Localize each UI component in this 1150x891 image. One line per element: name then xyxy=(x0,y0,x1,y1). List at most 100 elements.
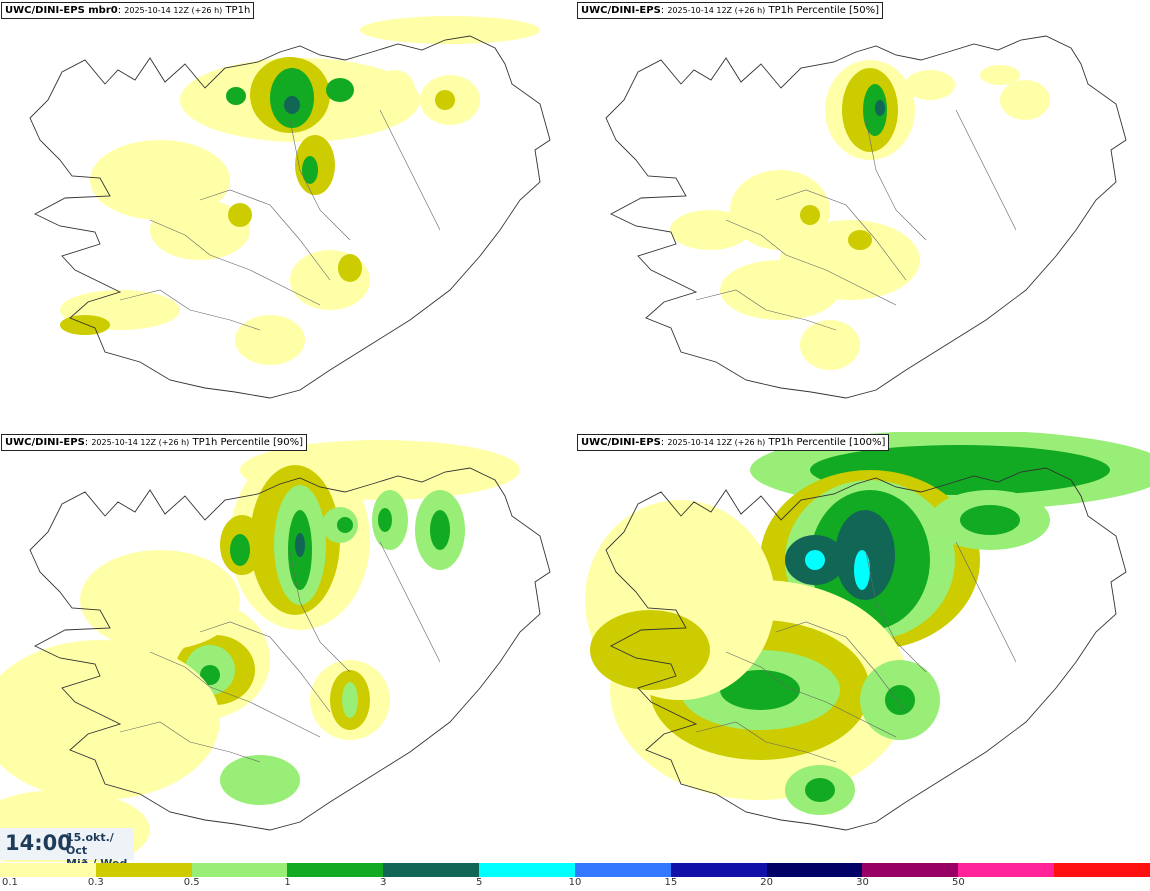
precip-area xyxy=(326,78,354,102)
precip-map xyxy=(0,440,551,862)
precip-area xyxy=(905,70,955,100)
colorbar-tick-label: 0.1 xyxy=(2,877,18,888)
valid-time: 14:00 xyxy=(5,831,72,855)
precip-area xyxy=(295,533,305,557)
road-line xyxy=(149,651,321,738)
panel-percentile-50: UWC/DINI-EPS: 2025-10-14 12Z (+26 h) TP1… xyxy=(576,0,1150,430)
road-line xyxy=(865,119,927,241)
precip-area xyxy=(200,665,220,685)
road-line xyxy=(725,651,897,738)
road-line xyxy=(379,541,441,663)
valid-time-box: 14:00 15.okt./ Oct Mið./ Wed xyxy=(0,828,134,870)
road-line xyxy=(955,541,1017,663)
coastline xyxy=(29,35,551,399)
road-line xyxy=(119,289,261,331)
precip-area xyxy=(150,200,250,260)
precip-area xyxy=(302,156,318,184)
precip-area xyxy=(720,260,840,320)
colorbar-swatch xyxy=(862,863,959,877)
product-name: TP1h Percentile [90%] xyxy=(192,437,304,448)
precip-area xyxy=(0,640,220,800)
precip-map xyxy=(585,432,1150,831)
precip-area xyxy=(670,210,750,250)
road-line xyxy=(695,289,837,331)
colorbar-tick-label: 30 xyxy=(856,877,869,888)
precip-area xyxy=(338,254,362,282)
colorbar-tick-label: 10 xyxy=(568,877,582,888)
road-line xyxy=(695,721,837,763)
panel-title: UWC/DINI-EPS: 2025-10-14 12Z (+26 h) TP1… xyxy=(577,434,890,451)
colorbar-tick-label: 0.5 xyxy=(183,877,200,888)
run-time: 2025-10-14 12Z (+26 h) xyxy=(667,6,766,15)
precip-area xyxy=(230,534,250,566)
precip-area xyxy=(863,84,887,136)
model-name: UWC/DINI-EPS xyxy=(581,5,661,16)
precip-area xyxy=(805,550,825,570)
road-line xyxy=(199,189,331,281)
precip-area xyxy=(885,685,915,715)
panel-percentile-90: UWC/DINI-EPS: 2025-10-14 12Z (+26 h) TP1… xyxy=(0,432,574,862)
colorbar-swatch xyxy=(958,863,1055,877)
road-line xyxy=(379,109,441,231)
run-time: 2025-10-14 12Z (+26 h) xyxy=(124,6,223,15)
colorbar-tick-label: 3 xyxy=(380,877,387,888)
coastline xyxy=(29,467,551,831)
precip-area xyxy=(800,205,820,225)
precip-colorbar xyxy=(0,863,1150,877)
colorbar-tick-label: 15 xyxy=(664,877,678,888)
road-line xyxy=(119,721,261,763)
model-name: UWC/DINI-EPS mbr0 xyxy=(5,5,118,16)
panel-percentile-100: UWC/DINI-EPS: 2025-10-14 12Z (+26 h) TP1… xyxy=(576,432,1150,862)
precip-area xyxy=(980,65,1020,85)
precip-area xyxy=(80,550,240,650)
road-line xyxy=(199,621,331,713)
run-time: 2025-10-14 12Z (+26 h) xyxy=(91,438,190,447)
colorbar-swatch xyxy=(287,863,384,877)
precip-map xyxy=(29,16,551,399)
product-name: TP1h Percentile [100%] xyxy=(768,437,886,448)
road-line xyxy=(725,219,897,306)
precip-area xyxy=(228,203,252,227)
precip-area xyxy=(590,610,710,690)
colorbar-swatch xyxy=(766,863,863,877)
road-line xyxy=(775,621,907,713)
precip-area xyxy=(220,755,300,805)
precip-area xyxy=(360,16,540,44)
precip-area xyxy=(430,510,450,550)
colorbar-swatch xyxy=(479,863,575,877)
precip-map xyxy=(605,35,1127,399)
panel-title: UWC/DINI-EPS: 2025-10-14 12Z (+26 h) TP1… xyxy=(577,2,884,19)
colorbar-ticks: 0.1 0.3 0.5 1 3 5 10 15 20 30 50 xyxy=(0,877,1150,891)
colorbar-swatch xyxy=(1054,863,1150,877)
precip-area xyxy=(378,508,392,532)
precip-area xyxy=(226,87,246,105)
precip-area xyxy=(800,320,860,370)
precip-area xyxy=(235,315,305,365)
precip-area xyxy=(60,315,110,335)
product-name: TP1h Percentile [50%] xyxy=(768,5,880,16)
precip-area xyxy=(875,100,885,116)
colorbar-swatch xyxy=(670,863,767,877)
precip-area xyxy=(342,682,358,718)
panel-title: UWC/DINI-EPS mbr0: 2025-10-14 12Z (+26 h… xyxy=(1,2,255,19)
coastline xyxy=(605,467,1127,831)
coastline xyxy=(605,35,1127,399)
precip-area xyxy=(375,70,415,110)
valid-date-line1: 15.okt./ Oct xyxy=(66,831,114,857)
colorbar-tick-label: 50 xyxy=(951,877,965,888)
run-time: 2025-10-14 12Z (+26 h) xyxy=(667,438,766,447)
road-line xyxy=(149,219,321,306)
colorbar-swatch xyxy=(191,863,288,877)
colorbar-tick-label: 20 xyxy=(760,877,774,888)
colorbar-swatch xyxy=(383,863,480,877)
precip-area xyxy=(720,670,800,710)
colorbar-tick-label: 5 xyxy=(475,877,483,888)
precip-area xyxy=(90,140,230,220)
precip-area xyxy=(854,550,870,590)
colorbar-swatch xyxy=(95,863,192,877)
road-line xyxy=(289,119,351,241)
colorbar-tick-label: 1 xyxy=(284,877,291,888)
precip-area xyxy=(284,96,300,114)
road-line xyxy=(775,189,907,281)
precip-area xyxy=(435,90,455,110)
